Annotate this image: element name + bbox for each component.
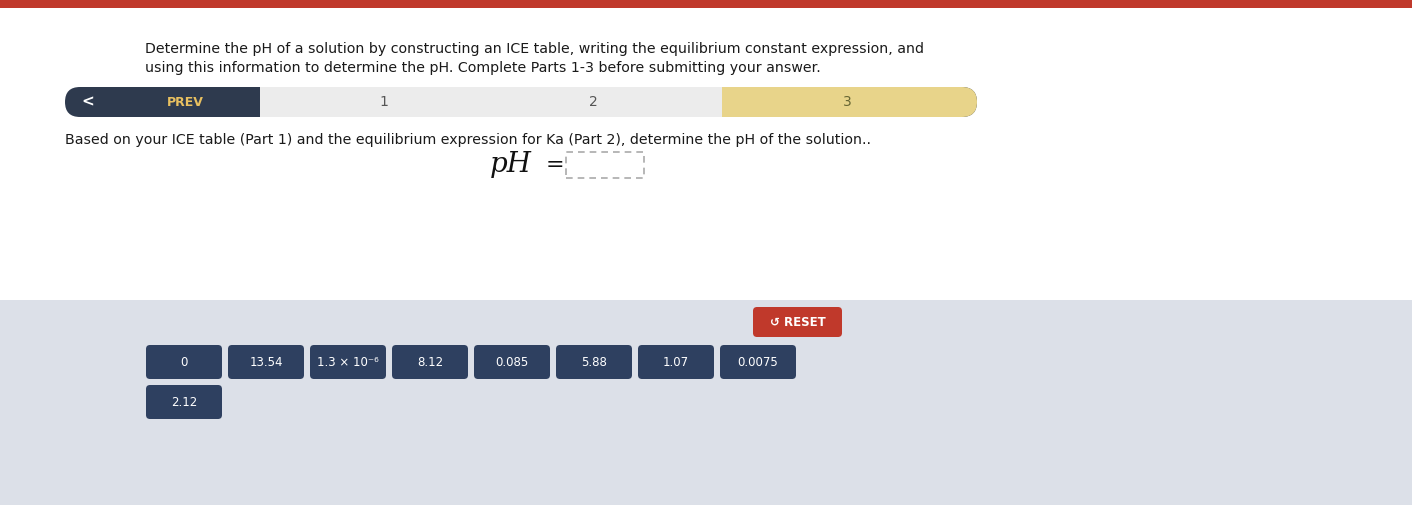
Text: 0: 0 (181, 356, 188, 369)
FancyBboxPatch shape (556, 345, 633, 379)
FancyBboxPatch shape (145, 385, 222, 419)
FancyBboxPatch shape (393, 345, 467, 379)
FancyBboxPatch shape (717, 87, 977, 117)
FancyBboxPatch shape (753, 307, 842, 337)
Text: <: < (80, 94, 93, 110)
Text: =: = (546, 155, 565, 175)
Text: 0.085: 0.085 (496, 356, 528, 369)
FancyBboxPatch shape (311, 345, 385, 379)
Text: 13.54: 13.54 (250, 356, 282, 369)
Text: pH: pH (490, 152, 532, 178)
Text: ↺ RESET: ↺ RESET (770, 316, 826, 328)
FancyBboxPatch shape (227, 345, 304, 379)
Text: PREV: PREV (167, 95, 203, 109)
FancyBboxPatch shape (712, 87, 722, 117)
FancyBboxPatch shape (260, 87, 717, 117)
FancyBboxPatch shape (145, 345, 222, 379)
FancyBboxPatch shape (474, 345, 551, 379)
Text: 0.0075: 0.0075 (737, 356, 778, 369)
Text: Based on your ICE table (Part 1) and the equilibrium expression for Ka (Part 2),: Based on your ICE table (Part 1) and the… (65, 133, 871, 147)
Text: 5.88: 5.88 (582, 356, 607, 369)
Text: 2.12: 2.12 (171, 395, 198, 409)
Text: 1.07: 1.07 (664, 356, 689, 369)
Text: Determine the pH of a solution by constructing an ICE table, writing the equilib: Determine the pH of a solution by constr… (145, 42, 923, 56)
FancyBboxPatch shape (717, 87, 847, 117)
Text: 1: 1 (378, 95, 388, 109)
FancyBboxPatch shape (65, 87, 977, 117)
FancyBboxPatch shape (720, 345, 796, 379)
FancyBboxPatch shape (0, 300, 1412, 505)
Text: 2: 2 (589, 95, 599, 109)
Text: 3: 3 (843, 95, 851, 109)
Text: 8.12: 8.12 (417, 356, 443, 369)
FancyBboxPatch shape (0, 0, 1412, 8)
FancyBboxPatch shape (638, 345, 714, 379)
Text: using this information to determine the pH. Complete Parts 1-3 before submitting: using this information to determine the … (145, 61, 820, 75)
FancyBboxPatch shape (566, 152, 644, 178)
Text: 1.3 × 10⁻⁶: 1.3 × 10⁻⁶ (318, 356, 378, 369)
